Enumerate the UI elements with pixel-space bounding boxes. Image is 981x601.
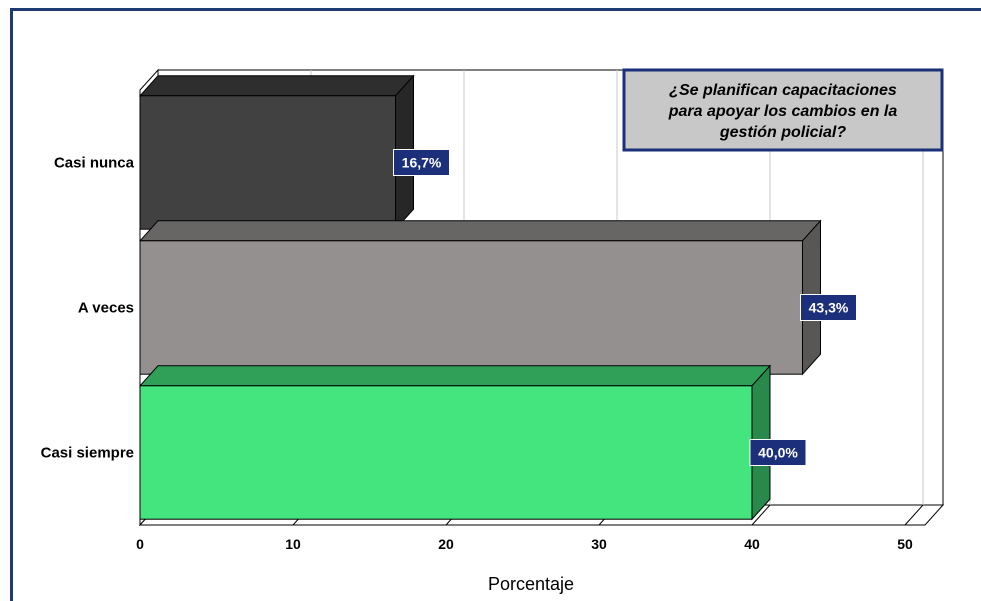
data-label-box: [799, 294, 857, 321]
data-label: 43,3%: [809, 300, 849, 316]
floor-gridline: [751, 504, 771, 526]
label-layer: Casi nunca 16,7% A veces 43,3% Casi siempre 4…: [41, 149, 857, 466]
bar-top-face: [138, 75, 415, 97]
data-label: 40,0%: [758, 445, 798, 461]
bar-top-face: [138, 365, 772, 387]
x-axis-title: Porcentaje: [488, 574, 574, 594]
y-category-label: Casi nunca: [54, 155, 135, 172]
chart-title-line-3: gestión policial?: [719, 124, 846, 141]
bar-top-face: [138, 220, 822, 242]
chart-title-background: [622, 68, 944, 152]
axis-layer: 0 10 20 30 40 50: [136, 536, 913, 552]
floor-gridline: [904, 504, 924, 526]
x-tick-label: 10: [285, 536, 301, 552]
data-label-box: [393, 149, 451, 176]
x-tick-label: 0: [136, 536, 144, 552]
data-label-box: [749, 439, 807, 466]
x-tick-label: 20: [438, 536, 454, 552]
bar-group: [138, 74, 415, 231]
chart-frame: [10, 8, 981, 601]
data-label: 16,7%: [402, 155, 442, 171]
bar-layer: [138, 74, 822, 521]
bar: [139, 95, 397, 230]
y-category-label: Casi siempre: [41, 445, 134, 462]
y-category-label: A veces: [78, 300, 134, 317]
bar: [139, 240, 803, 375]
x-tick-label: 50: [897, 536, 913, 552]
x-tick-label: 30: [591, 536, 607, 552]
chart-title-line-2: para apoyar los cambios en la: [668, 103, 898, 120]
x-tick-label: 40: [744, 536, 760, 552]
chart-title-box: ¿Se planifican capacitaciones para apoya…: [622, 68, 944, 152]
bar-group: [138, 219, 822, 376]
chart-title-line-1: ¿Se planifican capacitaciones: [669, 82, 897, 99]
bar: [139, 385, 753, 520]
bar-group: [138, 364, 772, 521]
